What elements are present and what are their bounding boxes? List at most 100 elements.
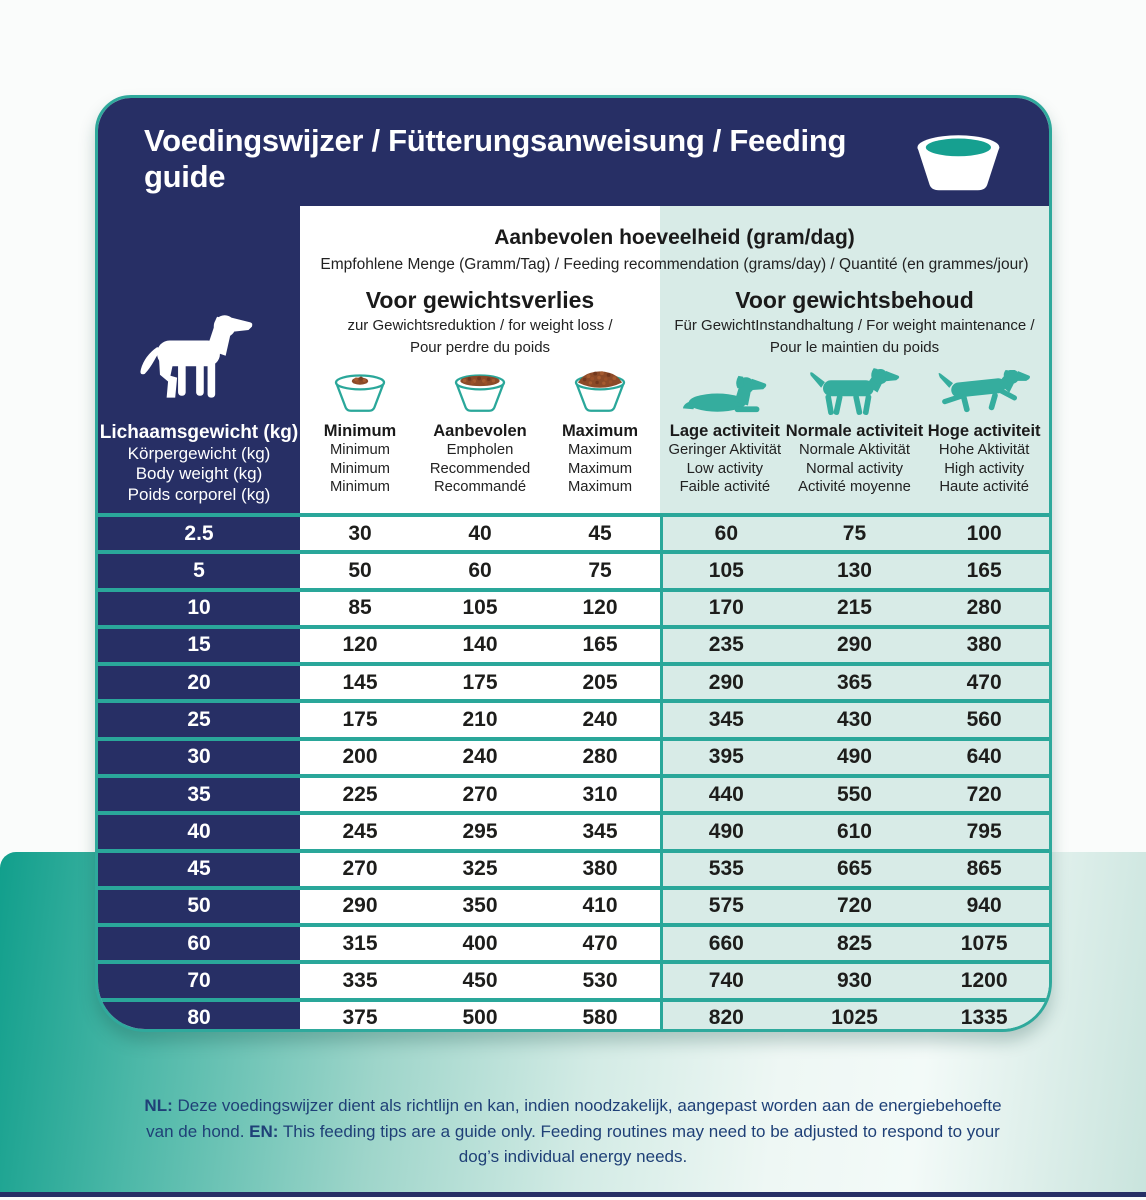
maintenance-low-cell: 575 [660,889,790,924]
head-main: Aanbevolen hoeveelheid (gram/dag) Empfoh… [300,206,1049,513]
loss-minimum-cell: 30 [300,517,420,551]
high-activity-label-nl: Hoge activiteit [927,422,1041,440]
table-row: 2.5 30 40 45 60 75 100 [98,513,1049,551]
maintenance-high-cell: 1075 [919,927,1049,961]
normal-activity-label-de: Normale Aktivität [798,442,910,458]
dog-running-icon [938,370,1031,413]
maintenance-low-cell: 345 [660,703,790,737]
loss-minimum-cell: 50 [300,554,420,588]
page-title: Voedingswijzer / Fütterungsanweisung / F… [144,123,847,194]
loss-recommended-cell: 295 [420,815,540,849]
loss-maximum-cell: 345 [540,815,660,849]
maximum-label-en: Maximum [567,460,633,477]
loss-maximum-cell: 120 [540,591,660,625]
maintenance-normal-cell: 665 [789,852,920,886]
maintenance-normal-cell: 215 [789,591,920,625]
table-row: 5 50 60 75 105 130 165 [98,550,1049,588]
card-header: Voedingswijzer / Fütterungsanweisung / F… [98,98,1049,206]
recommended-label-nl: Aanbevolen [433,422,527,440]
maximum-label-de: Maximum [567,442,633,458]
maintenance-high-cell: 280 [919,591,1049,625]
loss-minimum-cell: 175 [300,703,420,737]
loss-maximum-cell: 280 [540,740,660,774]
maintenance-low-cell: 440 [660,777,790,812]
loss-recommended-cell: 400 [420,927,540,961]
loss-minimum-cell: 270 [300,852,420,886]
bowl-minimum-icon [334,374,386,412]
high-activity-label-fr: Haute activité [939,479,1029,496]
loss-maximum-cell: 380 [540,852,660,886]
table-row: 20 145 175 205 290 365 470 [98,662,1049,700]
maintenance-low-cell: 235 [660,628,790,663]
loss-minimum-cell: 375 [300,1001,420,1029]
table-row: 25 175 210 240 345 430 560 [98,699,1049,737]
loss-minimum-cell: 85 [300,591,420,625]
maintenance-normal-cell: 1025 [789,1001,920,1029]
maintenance-low-cell: 395 [660,740,790,774]
normal-activity-label-en: Normal activity [805,460,903,477]
table-row: 10 85 105 120 170 215 280 [98,587,1049,625]
loss-maximum-cell: 165 [540,628,660,663]
low-activity-label-en: Low activity [686,460,764,477]
maximum-label-nl: Maximum [561,422,639,440]
maintenance-normal-cell: 490 [789,740,920,774]
high-activity-label-en: High activity [944,460,1025,477]
loss-recommended-cell: 270 [420,777,540,812]
column-header-minimum: Minimum Minimum Minimum Minimum [300,367,420,497]
loss-recommended-cell: 240 [420,740,540,774]
minimum-label-nl: Minimum [323,422,397,440]
loss-recommended-cell: 450 [420,964,540,998]
footnote-nl-text: Deze voedingswijzer dient als richtlijn … [146,1096,1002,1141]
normal-activity-label-fr: Activité moyenne [798,479,911,496]
table-row: 50 290 350 410 575 720 940 [98,885,1049,924]
body-weight-cell: 60 [98,927,300,961]
maintenance-high-cell: 640 [919,740,1049,774]
body-weight-cell: 20 [98,666,300,700]
weight-loss-zone-bg [300,206,660,513]
footnote-en-text: This feeding tips are a guide only. Feed… [282,1121,1000,1167]
table-head: Lichaamsgewicht (kg) Körpergewicht (kg) … [98,206,1049,513]
high-activity-label-de: Hohe Aktivität [938,442,1030,458]
maximum-label-fr: Maximum [567,479,633,496]
loss-maximum-cell: 205 [540,666,660,700]
weight-label-nl: Lichaamsgewicht (kg) [99,421,299,443]
maintenance-high-cell: 100 [919,517,1049,551]
maintenance-high-cell: 560 [919,703,1049,737]
table-row: 40 245 295 345 490 610 795 [98,811,1049,849]
recommended-label-de: Empholen [446,442,514,458]
loss-maximum-cell: 240 [540,703,660,737]
table-row: 45 270 325 380 535 665 865 [98,848,1049,886]
body-weight-cell: 5 [98,554,300,588]
maintenance-high-cell: 940 [919,889,1049,924]
maintenance-normal-cell: 610 [789,815,920,849]
body-weight-cell: 15 [98,628,300,663]
recommendation-title: Aanbevolen hoeveelheid (gram/dag) [494,226,855,249]
weight-label-en: Body weight (kg) [135,464,263,483]
recommendation-subtitle: Empfohlene Menge (Gramm/Tag) / Feeding r… [320,256,1029,273]
maintenance-high-cell: 720 [919,777,1049,812]
maintenance-high-cell: 165 [919,554,1049,588]
column-header-normal-activity: Normale activiteit Normale Aktivität Nor… [786,367,923,497]
maintenance-low-cell: 820 [660,1001,790,1029]
maintenance-low-cell: 490 [660,815,790,849]
loss-recommended-cell: 60 [420,554,540,588]
loss-maximum-cell: 45 [540,517,660,551]
column-header-recommended: Aanbevolen Empholen Recommended Recomman… [420,367,540,497]
dog-walking-icon [810,368,900,415]
footnote-en-label: EN: [249,1121,279,1141]
weight-label-fr: Poids corporel (kg) [127,484,271,504]
feeding-guide-card: Voedingswijzer / Fütterungsanweisung / F… [95,95,1052,1032]
maintenance-zone-bg [660,206,1049,513]
dog-bowl-icon [917,134,1000,190]
table-row: 30 200 240 280 395 490 640 [98,736,1049,774]
maintenance-high-cell: 1200 [919,964,1049,998]
maintenance-normal-cell: 430 [789,703,920,737]
column-header-high-activity: Hoge activiteit Hohe Aktivität High acti… [919,367,1049,497]
loss-recommended-cell: 40 [420,517,540,551]
recommendation-block: Aanbevolen hoeveelheid (gram/dag) Empfoh… [300,206,1049,274]
feeding-table-rows: 2.5 30 40 45 60 75 100 5 50 60 75 105 13… [98,513,1049,1029]
body-weight-cell: 80 [98,1001,300,1029]
maintenance-low-cell: 535 [660,852,790,886]
maintenance-normal-cell: 930 [789,964,920,998]
